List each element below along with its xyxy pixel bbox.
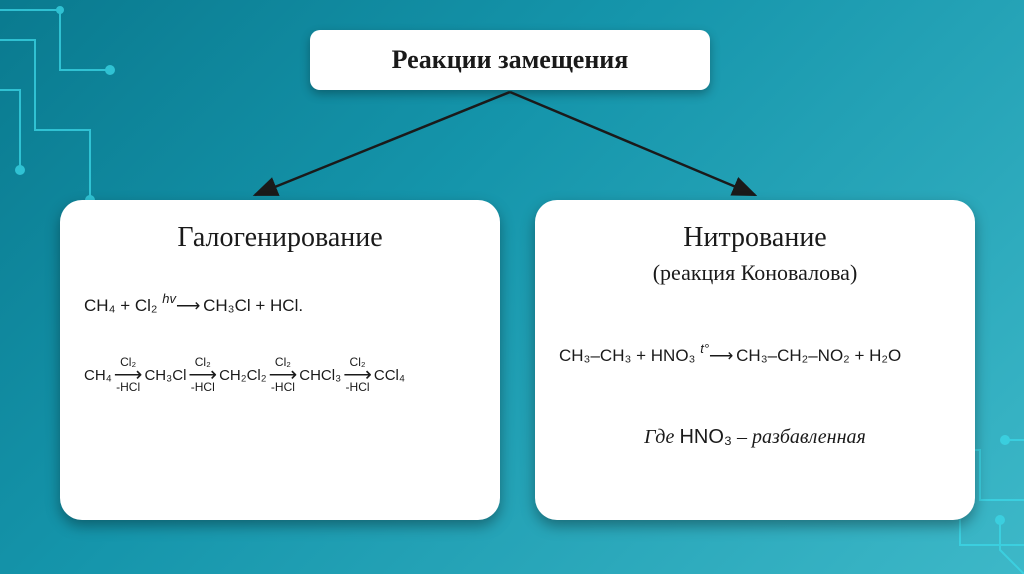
chain-species: CH₂Cl₂ [219,367,266,384]
nitration-subheading: (реакция Коновалова) [559,260,951,286]
chain-arrow: Cl₂⟶-HCl [114,356,143,394]
nitration-note: Где HNO₃ – разбавленная [559,426,951,449]
chain-species: CH₃Cl [144,367,186,384]
chain-species: CHCl₃ [299,367,341,384]
halogenation-reaction: CH₄ + Cl₂ hv⟶ CH₃Cl + HCl. [84,296,476,316]
title-text: Реакции замещения [392,45,629,75]
chain-species: CCl₄ [374,367,405,384]
halogenation-panel: Галогенирование CH₄ + Cl₂ hv⟶ CH₃Cl + HC… [60,200,500,520]
halogenation-heading: Галогенирование [84,222,476,254]
halogenation-chain: CH₄Cl₂⟶-HClCH₃ClCl₂⟶-HClCH₂Cl₂Cl₂⟶-HClCH… [84,356,476,394]
nitration-reaction: CH₃–CH₃ + HNO₃ t°⟶ CH₃–CH₂–NO₂ + H₂O [559,346,951,366]
nitration-heading: Нитрование [559,222,951,254]
title-card: Реакции замещения [310,30,710,90]
chain-arrow: Cl₂⟶-HCl [343,356,372,394]
chain-arrow: Cl₂⟶-HCl [188,356,217,394]
chain-species: CH₄ [84,367,112,384]
chain-arrow: Cl₂⟶-HCl [269,356,298,394]
branch-arrows [0,90,1024,210]
nitration-panel: Нитрование (реакция Коновалова) CH₃–CH₃ … [535,200,975,520]
